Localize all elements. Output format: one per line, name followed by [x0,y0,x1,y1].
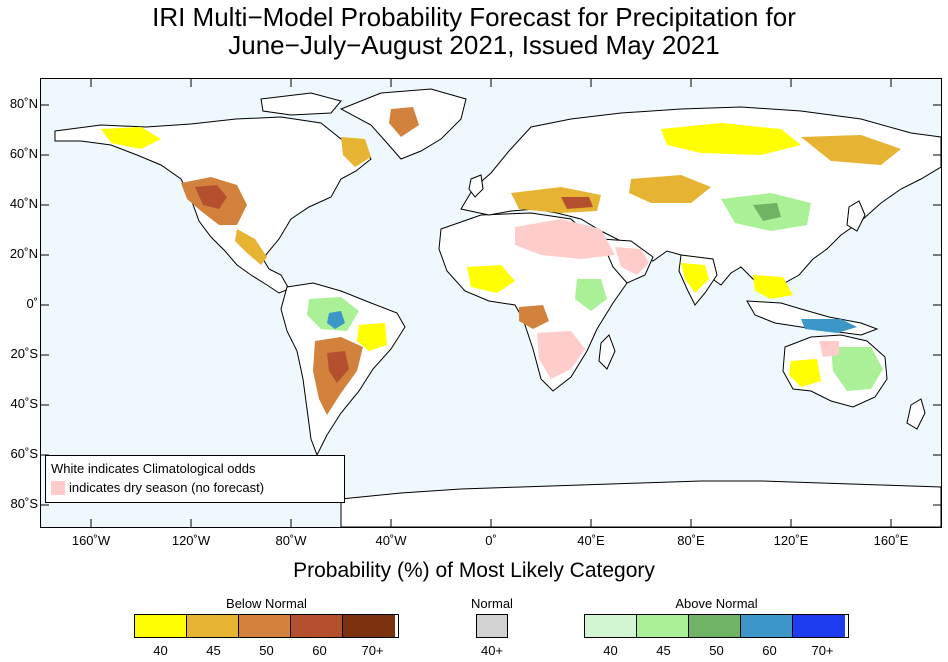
landmass-arctic-islands [260,92,342,116]
patch-dry-australia [819,341,839,357]
patch-above-china-core [753,203,781,221]
legend-swatch-below-45 [187,615,239,637]
patch-above-indonesia [801,319,857,333]
legend-swatch-below-60 [291,615,343,637]
patch-below-india [681,263,709,293]
landmass-british-isles [468,174,484,198]
legend-title-above-normal: Above Normal [675,596,758,611]
legend-label-below-60: 60 [312,643,327,658]
legend-label-above-50: 50 [709,643,724,658]
lat-label-60s: 60˚S [10,446,38,461]
legend-swatch-below-70 [343,615,395,637]
patch-below-siberia [661,123,801,155]
legend-above-swatches [584,614,849,638]
lat-label-80n: 80˚N [9,96,38,111]
note-text-dry-season: indicates dry season (no forecast) [69,480,265,495]
legend-label-above-60: 60 [762,643,777,658]
legend-below-normal: Below Normal 40 45 50 60 70+ [134,596,399,660]
legend-swatch-above-45 [637,615,689,637]
note-line-2: indicates dry season (no forecast) [51,478,339,497]
legend-below-labels: 40 45 50 60 70+ [134,638,399,660]
patch-below-s-america-core [327,351,349,383]
legend-swatch-above-40 [585,615,637,637]
legend-title-below-normal: Below Normal [226,596,307,611]
legend-axis-title: Probability (%) of Most Likely Category [293,559,655,582]
lat-label-20s: 20˚S [10,346,38,361]
lat-label-40s: 40˚S [10,396,38,411]
patch-below-canada-east [341,137,371,167]
patch-above-australia [831,347,883,391]
legend-normal-swatches [476,614,508,638]
patch-below-brazil-east [357,323,387,351]
legend-label-below-70: 70+ [361,643,384,658]
lon-label-80w: 80˚W [275,533,307,548]
legend-title-normal: Normal [471,596,513,611]
landmass-japan [846,200,866,232]
legend-normal: Normal 40+ [465,596,519,660]
lon-label-120w: 120˚W [171,533,211,548]
map-title-line-2: June−July−August 2021, Issued May 2021 [228,30,720,60]
legend-below-swatches [134,614,399,638]
legend-swatch-above-50 [689,615,741,637]
legend-label-below-50: 50 [259,643,274,658]
patch-dry-arabia [615,247,649,275]
lon-label-160w: 160˚W [71,533,111,548]
climatology-note-box: White indicates Climatological odds indi… [45,455,345,503]
patch-below-canada-north [101,127,161,149]
note-line-1: White indicates Climatological odds [51,459,339,478]
patch-below-east-asia [801,135,901,165]
forecast-patches [101,107,901,415]
legend-label-above-40: 40 [603,643,618,658]
patch-below-mexico [235,229,267,265]
map-title-line-1: IRI Multi−Model Probability Forecast for… [152,2,796,32]
legend-swatch-below-40 [135,615,187,637]
lon-label-120e: 120˚E [773,533,809,548]
forecast-map-canvas [41,79,941,527]
note-text-white: White indicates Climatological odds [51,461,256,476]
patch-below-australia-west [789,359,821,387]
landmass-new-zealand [906,398,926,430]
patch-below-west-africa [467,265,515,293]
lon-label-160e: 160˚E [873,533,909,548]
legend-swatch-normal-40 [477,615,507,637]
legend-label-normal-40: 40+ [480,643,504,658]
legend-swatch-above-60 [741,615,793,637]
forecast-map [40,78,942,528]
patch-above-east-africa [575,279,607,311]
lat-label-0: 0˚ [26,296,38,311]
patch-below-southeast-asia [753,275,793,299]
landmass-madagascar [598,334,616,370]
legend-above-normal: Above Normal 40 45 50 60 70+ [584,596,849,660]
lat-label-60n: 60˚N [9,146,38,161]
patch-below-central-asia [629,175,711,203]
lon-label-40e: 40˚E [577,533,605,548]
legend-above-labels: 40 45 50 60 70+ [584,638,849,660]
lon-label-40w: 40˚W [375,533,407,548]
dry-season-swatch [51,480,65,495]
legend-label-above-70: 70+ [811,643,834,658]
lat-label-40n: 40˚N [9,196,38,211]
patch-above-amazon-core [327,311,345,329]
legend-label-below-40: 40 [153,643,168,658]
landmass-antarctica [340,480,941,527]
lat-label-20n: 20˚N [9,246,38,261]
patch-below-western-us-core [195,185,227,209]
patch-dry-southern-africa [537,331,585,379]
patch-below-greenland [389,107,419,137]
legend-label-below-45: 45 [206,643,221,658]
lon-label-80e: 80˚E [677,533,705,548]
lon-label-0: 0˚ [485,533,497,548]
patch-dry-sahara [515,219,615,259]
legend-normal-labels: 40+ [465,638,519,660]
patch-below-black-sea [561,197,593,209]
patch-below-central-africa [519,305,549,329]
lat-label-80s: 80˚S [10,496,38,511]
legend-swatch-above-70 [793,615,845,637]
legend-label-above-45: 45 [656,643,671,658]
legend-swatch-below-50 [239,615,291,637]
